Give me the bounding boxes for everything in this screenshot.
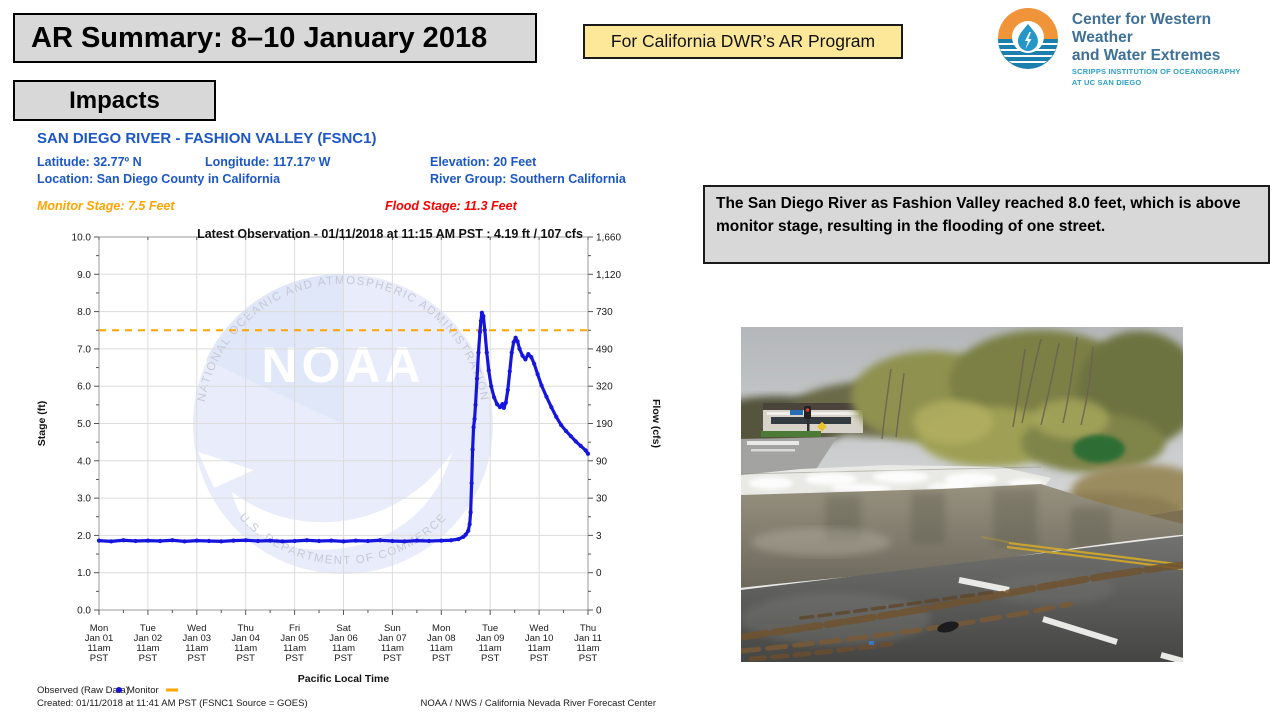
chart-created-note: Created: 01/11/2018 at 11:41 AM PST (FSN… (37, 698, 308, 709)
impact-note-box: The San Diego River as Fashion Valley re… (703, 185, 1270, 264)
logo-sub-line2: AT UC SAN DIEGO (1071, 77, 1142, 87)
svg-text:0: 0 (596, 568, 602, 579)
photo-traffic-light (790, 406, 811, 437)
station-name: SAN DIEGO RIVER - FASHION VALLEY (FSNC1) (37, 130, 377, 147)
flood-photo (741, 327, 1183, 662)
photo-grass (761, 431, 821, 437)
photo-warning-sign (817, 421, 827, 432)
legend-monitor-label: Monitor (127, 685, 159, 696)
svg-text:190: 190 (596, 419, 613, 430)
svg-text:8.0: 8.0 (77, 307, 91, 318)
svg-text:5.0: 5.0 (77, 419, 91, 430)
svg-text:0.0: 0.0 (77, 606, 91, 617)
station-longitude: Longitude: 117.17º W (205, 155, 331, 169)
station-location: Location: San Diego County in California (37, 172, 281, 186)
station-elevation: Elevation: 20 Feet (430, 155, 537, 169)
chart-legend: Observed (Raw Data)Monitor (37, 685, 178, 696)
svg-text:3.0: 3.0 (77, 494, 91, 505)
svg-text:10.0: 10.0 (72, 233, 92, 244)
program-note: For California DWR’s AR Program (610, 31, 876, 51)
axis-ticks (94, 236, 593, 615)
photo-trees (851, 330, 1183, 473)
logo-sub-line1: SCRIPPS INSTITUTION OF OCEANOGRAPHY (1071, 67, 1241, 77)
x-axis-labels: Mon Jan 01 11am PST Tue Jan 02 11am PST Wed Jan 0… (85, 623, 602, 664)
legend-observed-marker (116, 687, 122, 693)
noaa-watermark-text: NOAA (261, 337, 424, 393)
program-note-box: For California DWR’s AR Program (583, 24, 903, 59)
photo-debris-shoe (937, 621, 959, 633)
stage-axis-title: Stage (ft) (36, 401, 48, 447)
svg-text:6.0: 6.0 (77, 382, 91, 393)
gridlines (98, 236, 589, 611)
svg-text:0: 0 (596, 606, 602, 617)
photo-debris (741, 561, 1183, 662)
logo-org-line2: and Water Extremes (1071, 46, 1221, 64)
x-axis-title: Pacific Local Time (298, 673, 390, 685)
monitor-stage-label: Monitor Stage: 7.5 Feet (37, 199, 175, 213)
cw3e-logo: Center for Western Weather and Water Ext… (996, 6, 1276, 87)
svg-text:3: 3 (596, 531, 602, 542)
section-label-box: Impacts (13, 80, 216, 121)
chart-agency-note: NOAA / NWS / California Nevada River For… (421, 698, 656, 709)
photo-palm (1073, 435, 1125, 463)
slide-title-box: AR Summary: 8–10 January 2018 (13, 13, 537, 63)
station-river-group: River Group: Southern California (430, 172, 626, 186)
observed-series-points (96, 310, 591, 544)
svg-text:1.0: 1.0 (77, 568, 91, 579)
svg-text:7.0: 7.0 (77, 344, 91, 355)
svg-text:490: 490 (596, 344, 613, 355)
photo-flood-water (741, 484, 1183, 591)
svg-text:1,120: 1,120 (596, 270, 621, 281)
svg-text:1,660: 1,660 (596, 233, 621, 244)
svg-text:4.0: 4.0 (77, 456, 91, 467)
svg-text:730: 730 (596, 307, 613, 318)
flood-stage-label: Flood Stage: 11.3 Feet (385, 199, 517, 213)
section-label: Impacts (69, 86, 160, 114)
svg-text:90: 90 (596, 456, 608, 467)
flow-axis-title: Flow (cfs) (650, 399, 662, 448)
slide-title: AR Summary: 8–10 January 2018 (31, 21, 488, 54)
impact-note: The San Diego River as Fashion Valley re… (716, 195, 1241, 236)
y-axis-labels: 10.0 9.0 8.0 7.0 6.0 5.0 4.0 3.0 2.0 1.0 0.0 1,660 1… (72, 233, 622, 617)
photo-lane-dashes (958, 577, 1183, 662)
svg-text:2.0: 2.0 (77, 531, 91, 542)
photo-building (763, 403, 863, 433)
legend-observed-label: Observed (Raw Data) (37, 685, 129, 696)
svg-text:9.0: 9.0 (77, 270, 91, 281)
svg-text:30: 30 (596, 494, 608, 505)
svg-text:320: 320 (596, 382, 613, 393)
logo-org-line1: Center for Western Weather (1071, 11, 1212, 46)
cw3e-logo-icon (997, 8, 1058, 69)
chart-title: Latest Observation - 01/11/2018 at 11:15… (197, 227, 583, 241)
station-latitude: Latitude: 32.77º N (37, 155, 142, 169)
